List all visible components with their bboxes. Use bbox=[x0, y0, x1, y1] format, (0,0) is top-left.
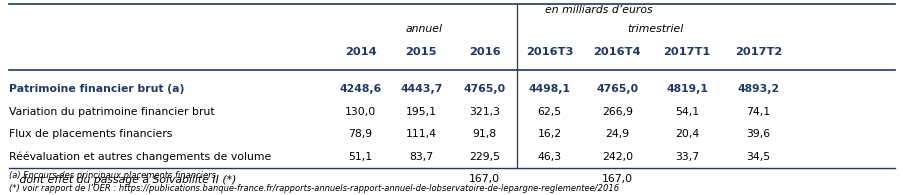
Text: 24,9: 24,9 bbox=[605, 129, 628, 139]
Text: Flux de placements financiers: Flux de placements financiers bbox=[9, 129, 172, 139]
Text: 4893,2: 4893,2 bbox=[737, 84, 778, 94]
Text: 111,4: 111,4 bbox=[405, 129, 436, 139]
Text: 4443,7: 4443,7 bbox=[400, 84, 442, 94]
Text: 229,5: 229,5 bbox=[469, 152, 499, 162]
Text: 62,5: 62,5 bbox=[537, 107, 562, 117]
Text: annuel: annuel bbox=[405, 24, 442, 34]
Text: 321,3: 321,3 bbox=[469, 107, 499, 117]
Text: (a) Encours des principaux placements financiers: (a) Encours des principaux placements fi… bbox=[9, 171, 215, 180]
Text: 16,2: 16,2 bbox=[537, 129, 562, 139]
Text: 2017T2: 2017T2 bbox=[734, 47, 781, 57]
Text: 130,0: 130,0 bbox=[345, 107, 376, 117]
Text: 46,3: 46,3 bbox=[537, 152, 562, 162]
Text: 20,4: 20,4 bbox=[675, 129, 699, 139]
Text: dont effet du passage à Solvabilité II (*): dont effet du passage à Solvabilité II (… bbox=[9, 174, 236, 185]
Text: 39,6: 39,6 bbox=[746, 129, 769, 139]
Text: 195,1: 195,1 bbox=[405, 107, 436, 117]
Text: 2015: 2015 bbox=[405, 47, 437, 57]
Text: 2014: 2014 bbox=[344, 47, 376, 57]
Text: 4765,0: 4765,0 bbox=[463, 84, 505, 94]
Text: 33,7: 33,7 bbox=[675, 152, 699, 162]
Text: 4248,6: 4248,6 bbox=[339, 84, 381, 94]
Text: 4819,1: 4819,1 bbox=[666, 84, 707, 94]
Text: 167,0: 167,0 bbox=[469, 174, 499, 184]
Text: (*) voir rapport de l’OER : https://publications.banque-france.fr/rapports-annue: (*) voir rapport de l’OER : https://publ… bbox=[9, 184, 618, 193]
Text: 78,9: 78,9 bbox=[348, 129, 372, 139]
Text: 34,5: 34,5 bbox=[746, 152, 769, 162]
Text: 2017T1: 2017T1 bbox=[663, 47, 710, 57]
Text: 91,8: 91,8 bbox=[472, 129, 496, 139]
Text: 51,1: 51,1 bbox=[348, 152, 372, 162]
Text: 2016T3: 2016T3 bbox=[526, 47, 573, 57]
Text: en milliards d’euros: en milliards d’euros bbox=[544, 5, 652, 15]
Text: 54,1: 54,1 bbox=[675, 107, 699, 117]
Text: 167,0: 167,0 bbox=[601, 174, 632, 184]
Text: 74,1: 74,1 bbox=[746, 107, 769, 117]
Text: Variation du patrimoine financier brut: Variation du patrimoine financier brut bbox=[9, 107, 214, 117]
Text: 83,7: 83,7 bbox=[409, 152, 433, 162]
Text: 2016T4: 2016T4 bbox=[593, 47, 640, 57]
Text: 266,9: 266,9 bbox=[601, 107, 632, 117]
Text: Patrimoine financier brut (a): Patrimoine financier brut (a) bbox=[9, 84, 184, 94]
Text: 242,0: 242,0 bbox=[601, 152, 632, 162]
Text: trimestriel: trimestriel bbox=[627, 24, 683, 34]
Text: 4498,1: 4498,1 bbox=[528, 84, 570, 94]
Text: 4765,0: 4765,0 bbox=[596, 84, 638, 94]
Text: 2016: 2016 bbox=[468, 47, 499, 57]
Text: Réévaluation et autres changements de volume: Réévaluation et autres changements de vo… bbox=[9, 152, 271, 162]
